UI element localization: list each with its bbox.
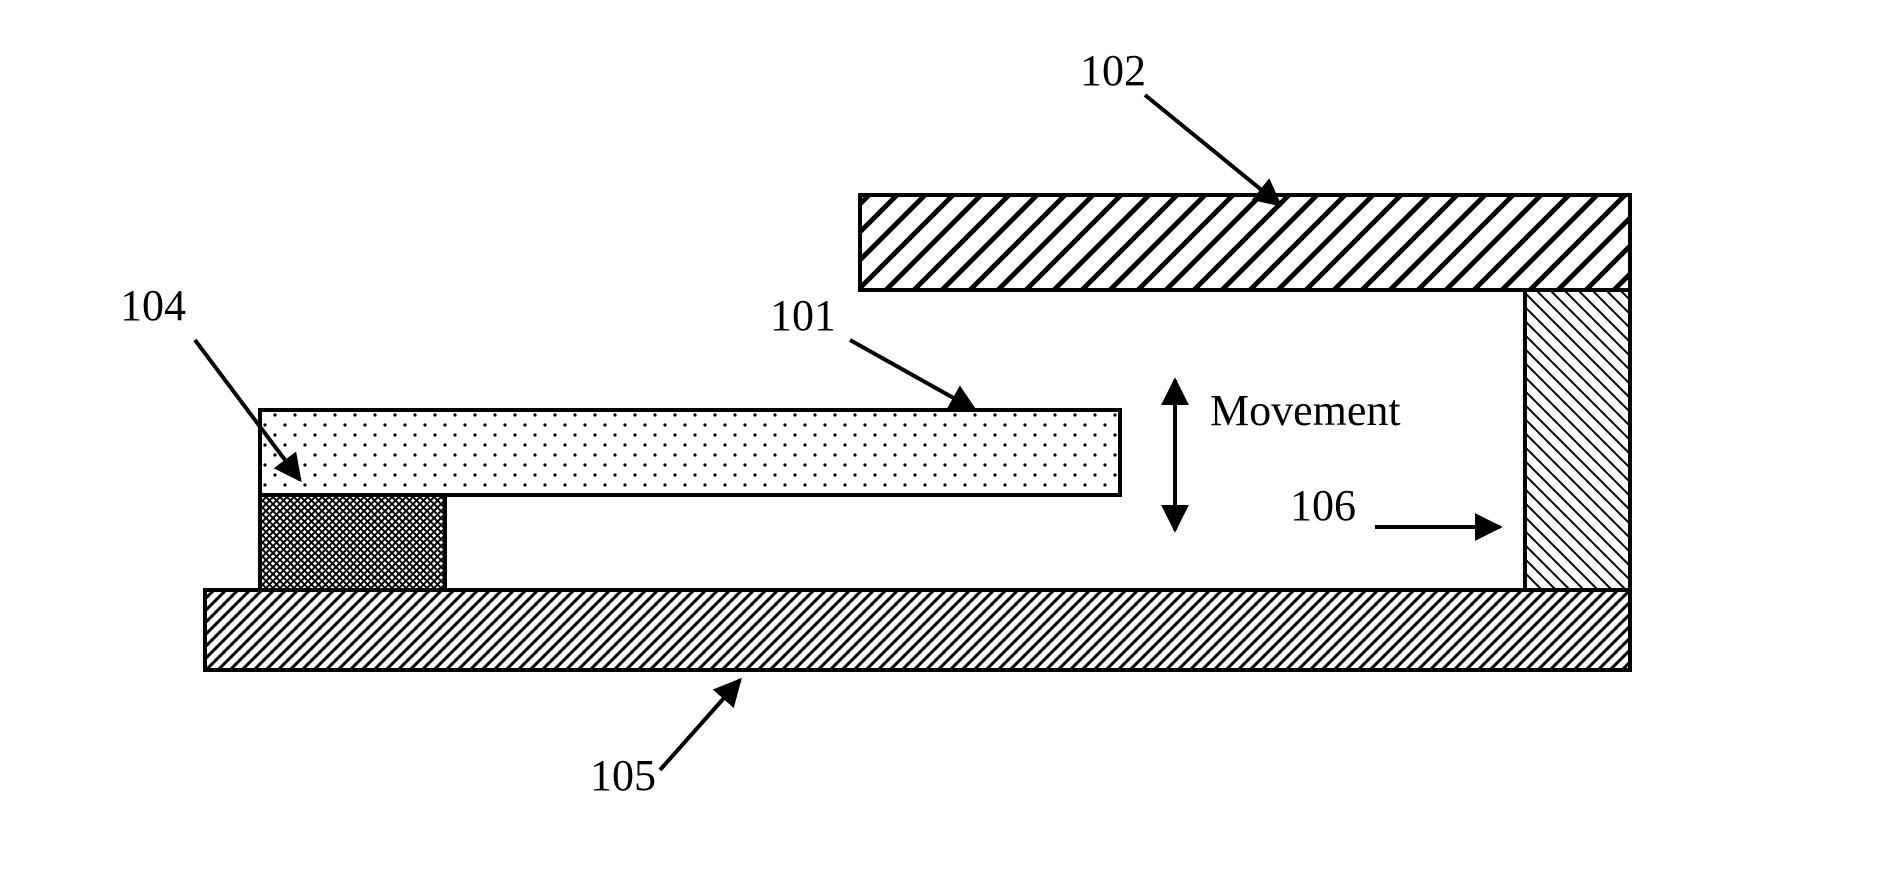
label-105: 105	[590, 751, 656, 800]
label-106: 106	[1290, 481, 1356, 530]
anchor-104	[260, 495, 445, 590]
label-101: 101	[770, 291, 836, 340]
label-104: 104	[120, 281, 186, 330]
substrate-105	[205, 590, 1630, 670]
pillar-106	[1525, 290, 1630, 590]
cap-102	[860, 195, 1630, 290]
label-102: 102	[1080, 46, 1146, 95]
leader-101	[850, 340, 975, 410]
leader-102	[1145, 95, 1280, 205]
leader-105	[660, 680, 740, 770]
beam-101	[260, 410, 1120, 495]
diagram-canvas: 102 101 104 106 105 Movement	[0, 0, 1887, 880]
label-movement: Movement	[1210, 386, 1401, 435]
